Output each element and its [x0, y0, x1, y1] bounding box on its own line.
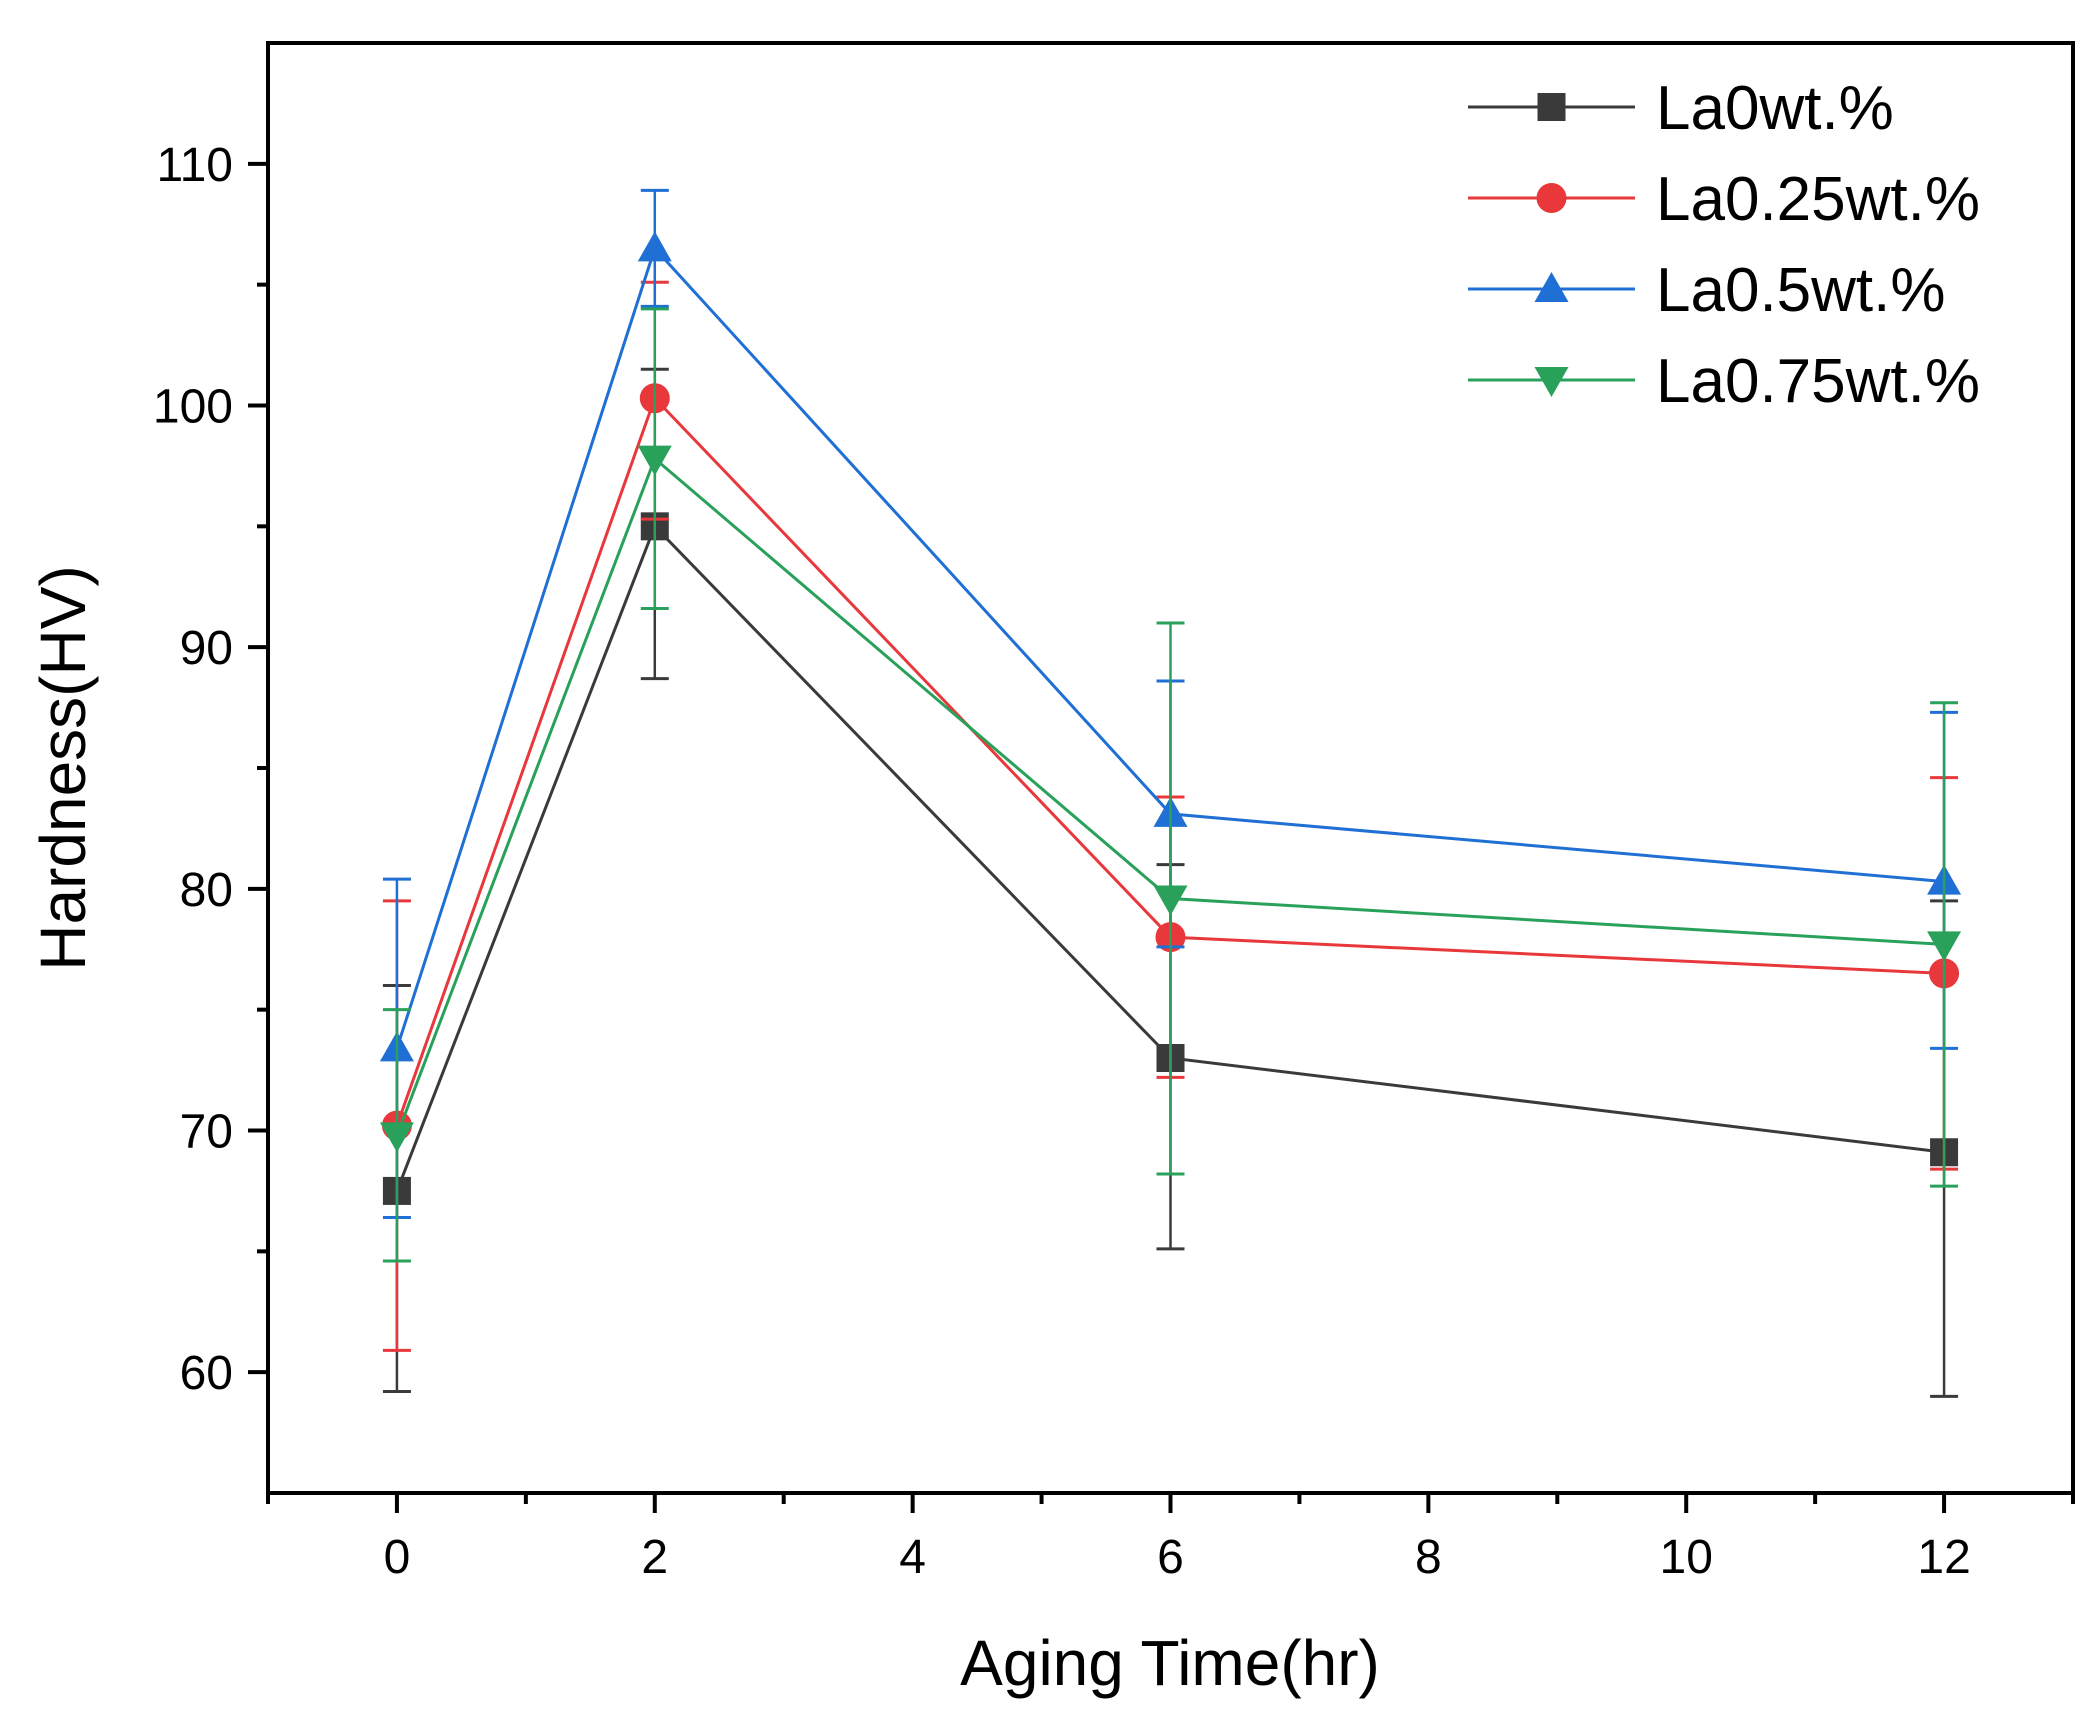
x-tick-label: 10 — [1660, 1531, 1713, 1584]
y-tick-label: 90 — [180, 622, 233, 675]
series-2-line — [395, 245, 1945, 1049]
legend-label: La0wt.% — [1656, 74, 1894, 143]
y-tick-label: 110 — [156, 139, 233, 192]
series-1-line — [395, 395, 1945, 1127]
legend-marker — [1536, 183, 1567, 213]
legend-marker — [1534, 367, 1569, 397]
x-axis-title: Aging Time(hr) — [960, 1627, 1380, 1699]
legend-label: La0.75wt.% — [1656, 347, 1980, 416]
y-tick-label: 100 — [153, 381, 233, 434]
series-3-line — [395, 456, 1945, 1136]
legend-marker — [1537, 93, 1566, 121]
x-tick-label: 6 — [1157, 1531, 1184, 1584]
x-tick-label: 12 — [1917, 1531, 1970, 1584]
y-tick-label: 60 — [180, 1347, 233, 1400]
legend-marker — [1534, 272, 1569, 302]
series-2-point — [637, 231, 672, 262]
data-series — [379, 188, 1962, 1398]
x-tick-label: 0 — [384, 1531, 411, 1584]
y-tick-label: 80 — [180, 864, 233, 917]
series-3 — [379, 307, 1962, 1263]
series-0-line — [395, 523, 1945, 1192]
ticks: 0 2 4 6 8 10 12 60 70 80 90 100 110 — [153, 139, 2075, 1584]
series-3-point — [1927, 931, 1962, 962]
legend-label: La0.25wt.% — [1656, 165, 1980, 234]
legend-label: La0.5wt.% — [1656, 256, 1946, 325]
x-tick-label: 8 — [1415, 1531, 1442, 1584]
y-tick-label: 70 — [180, 1106, 233, 1159]
legend: La0wt.% La0.25wt.% La0.5wt.% La0.75wt.% — [1468, 74, 1980, 416]
x-tick-label: 2 — [641, 1531, 668, 1584]
x-tick-label: 4 — [899, 1531, 926, 1584]
series-3-point — [1153, 885, 1188, 916]
series-3-point — [379, 1122, 414, 1153]
series-3-point — [637, 445, 672, 476]
y-axis-title: Hardness(HV) — [27, 565, 99, 970]
